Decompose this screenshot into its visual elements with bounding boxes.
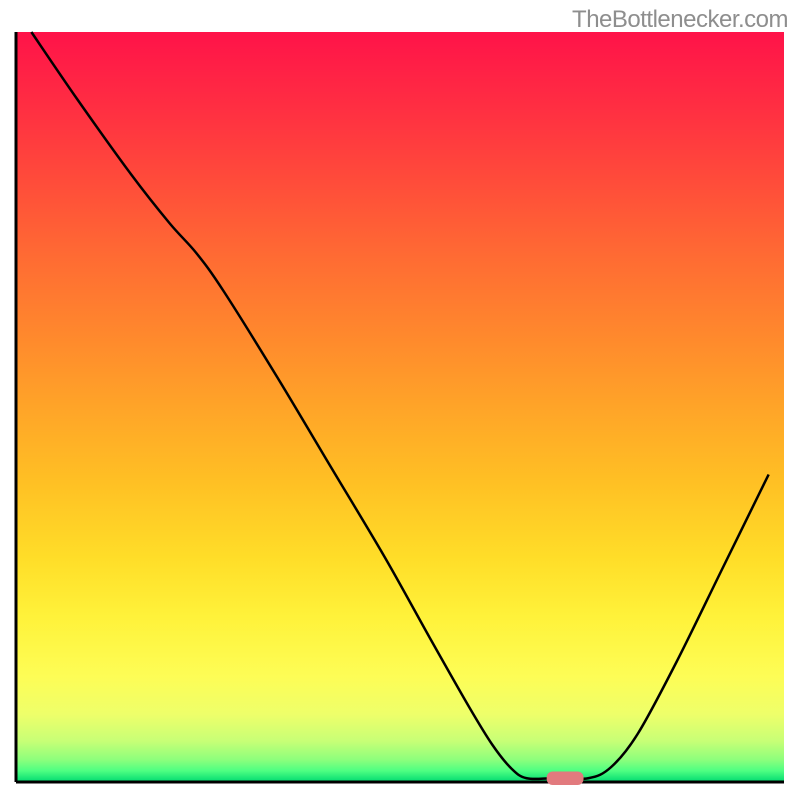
- watermark-text: TheBottlenecker.com: [572, 6, 788, 34]
- optimal-marker: [547, 772, 584, 786]
- chart-background: [16, 32, 784, 782]
- chart-svg: [0, 0, 800, 800]
- bottleneck-chart: TheBottlenecker.com: [0, 0, 800, 800]
